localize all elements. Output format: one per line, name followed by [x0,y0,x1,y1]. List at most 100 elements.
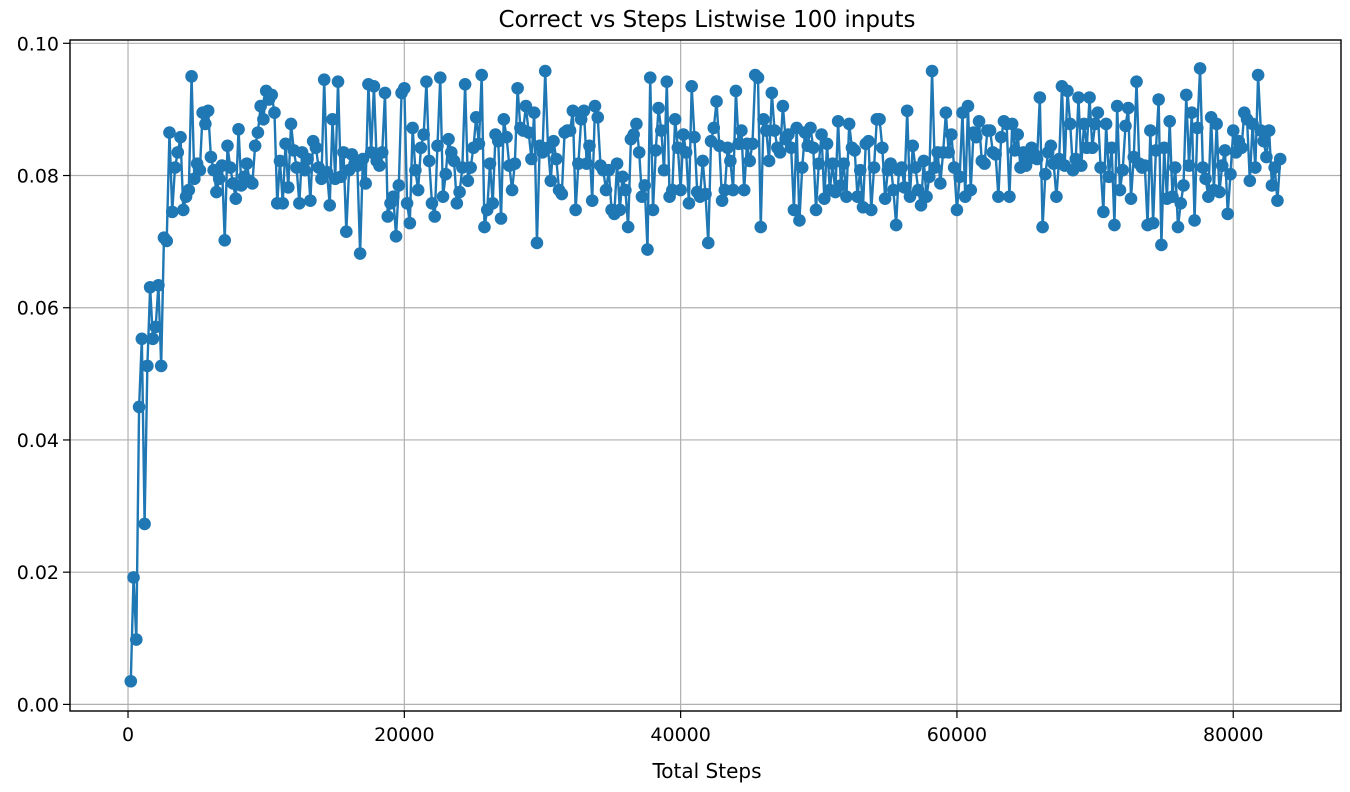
data-point [472,137,486,151]
data-point [1050,190,1063,203]
data-point [1249,161,1262,174]
data-point [867,161,881,174]
data-point [1091,106,1105,120]
data-point [1177,179,1190,192]
data-point [439,167,453,181]
data-point [621,220,635,234]
data-point [130,633,143,646]
data-point [613,203,627,217]
data-point [1033,91,1047,104]
data-point [643,71,657,84]
data-point [1226,124,1240,137]
data-point [505,183,519,197]
data-point [776,99,790,113]
data-point [359,177,372,190]
data-point [928,161,942,174]
data-point [160,234,174,248]
data-point [942,146,955,159]
data-point [737,183,751,197]
data-point [154,359,168,373]
data-point [806,141,820,155]
data-point [1094,161,1107,174]
data-point [127,571,140,584]
data-point [301,152,314,166]
data-point [726,183,740,197]
data-point [1235,141,1248,155]
data-point [124,674,138,688]
data-point [1113,183,1127,197]
data-point [696,154,710,168]
data-point [293,196,306,210]
data-point [1152,93,1165,106]
data-point [400,196,414,210]
data-point [168,161,182,174]
data-point [566,104,580,118]
data-point [715,194,729,207]
data-point [826,157,839,170]
data-point [1146,216,1160,230]
data-point [1077,117,1091,131]
data-point [1108,218,1121,232]
data-point [281,181,295,194]
data-point [721,141,734,155]
x-tick-label: 0 [122,724,134,746]
data-point [1260,150,1273,164]
data-point [132,400,146,414]
data-point [409,163,422,177]
data-point [1086,141,1099,155]
data-point [218,234,232,247]
data-point [378,86,392,100]
data-point [1039,167,1052,181]
data-point [428,210,442,223]
data-point [635,190,649,203]
data-point [768,124,781,137]
data-point [1171,220,1185,234]
data-point [268,106,281,120]
x-tick-label: 80000 [1203,724,1263,746]
data-point [1179,88,1193,102]
data-point [961,99,975,113]
data-point [550,152,563,166]
data-point [185,70,198,83]
data-point [138,517,151,531]
data-point [478,220,491,234]
data-point [486,196,500,210]
data-point [632,146,646,159]
data-point [754,220,768,234]
data-point [793,214,806,227]
data-point [375,146,389,159]
data-point [699,187,712,201]
data-point [701,236,715,250]
data-point [674,183,687,197]
data-point [1083,91,1096,104]
data-point [386,190,400,203]
data-point [464,161,477,174]
data-point [917,154,931,168]
data-point [442,132,455,146]
data-point [1119,119,1132,133]
data-point [141,359,154,373]
data-point [331,75,345,88]
data-point [964,183,978,197]
data-point [685,79,698,93]
data-point [1155,238,1168,252]
data-point [1224,167,1237,181]
data-point [945,128,958,141]
data-point [323,198,337,212]
data-point [641,243,654,256]
data-point [809,203,823,217]
data-point [898,181,911,194]
data-point [1262,124,1276,137]
x-tick-label: 60000 [927,724,987,746]
data-point [403,216,417,230]
data-point [688,130,701,144]
y-tick-label: 0.02 [17,562,59,584]
data-point [923,170,936,184]
data-point [925,64,939,78]
data-point [762,154,776,168]
data-point [265,88,279,102]
data-point [652,101,665,115]
data-point [461,174,475,188]
data-point [1188,214,1201,227]
